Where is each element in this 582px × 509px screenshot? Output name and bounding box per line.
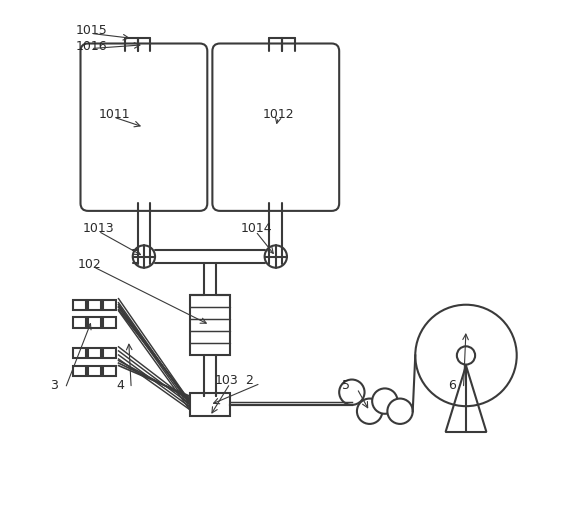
Bar bbox=[104, 348, 116, 358]
Circle shape bbox=[388, 399, 413, 424]
Bar bbox=[190, 295, 230, 356]
Bar bbox=[190, 394, 230, 416]
Bar bbox=[88, 300, 101, 310]
Circle shape bbox=[133, 246, 155, 268]
Bar bbox=[104, 318, 116, 328]
Circle shape bbox=[457, 347, 475, 365]
Circle shape bbox=[372, 389, 398, 414]
Bar bbox=[88, 366, 101, 376]
Text: 5: 5 bbox=[342, 379, 350, 391]
Text: 1016: 1016 bbox=[76, 40, 107, 52]
Text: 1015: 1015 bbox=[76, 24, 107, 37]
FancyBboxPatch shape bbox=[212, 44, 339, 211]
Bar bbox=[73, 318, 86, 328]
Circle shape bbox=[416, 305, 517, 406]
Text: 1013: 1013 bbox=[83, 222, 115, 235]
Bar bbox=[104, 366, 116, 376]
FancyBboxPatch shape bbox=[80, 44, 207, 211]
Text: 4: 4 bbox=[116, 379, 124, 391]
Bar bbox=[104, 300, 116, 310]
Text: 3: 3 bbox=[50, 379, 58, 391]
Circle shape bbox=[265, 246, 287, 268]
Text: 1011: 1011 bbox=[98, 108, 130, 121]
Bar bbox=[73, 348, 86, 358]
Bar bbox=[88, 348, 101, 358]
Circle shape bbox=[339, 380, 364, 405]
Text: 1014: 1014 bbox=[240, 222, 272, 235]
Bar bbox=[73, 300, 86, 310]
Circle shape bbox=[357, 399, 382, 424]
Text: 2: 2 bbox=[246, 374, 253, 386]
Bar bbox=[88, 318, 101, 328]
Text: 1012: 1012 bbox=[263, 108, 294, 121]
Text: 102: 102 bbox=[78, 257, 102, 270]
Text: 6: 6 bbox=[448, 379, 456, 391]
Text: 103: 103 bbox=[215, 374, 239, 386]
Bar bbox=[73, 366, 86, 376]
